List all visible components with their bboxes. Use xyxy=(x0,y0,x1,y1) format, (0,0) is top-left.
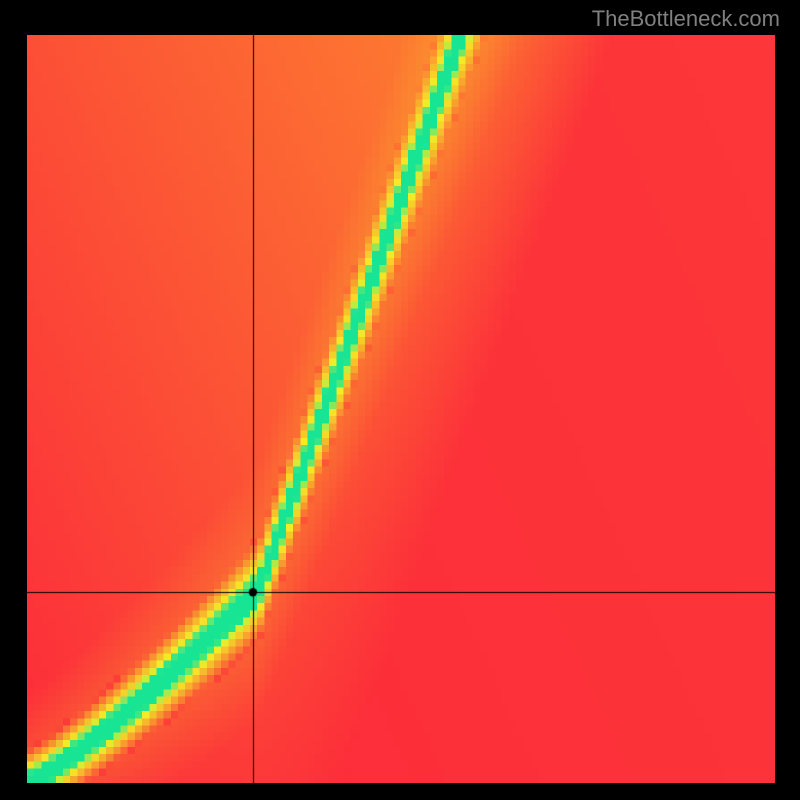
watermark-text: TheBottleneck.com xyxy=(592,6,780,32)
chart-container: TheBottleneck.com xyxy=(0,0,800,800)
heatmap-plot xyxy=(27,35,775,783)
